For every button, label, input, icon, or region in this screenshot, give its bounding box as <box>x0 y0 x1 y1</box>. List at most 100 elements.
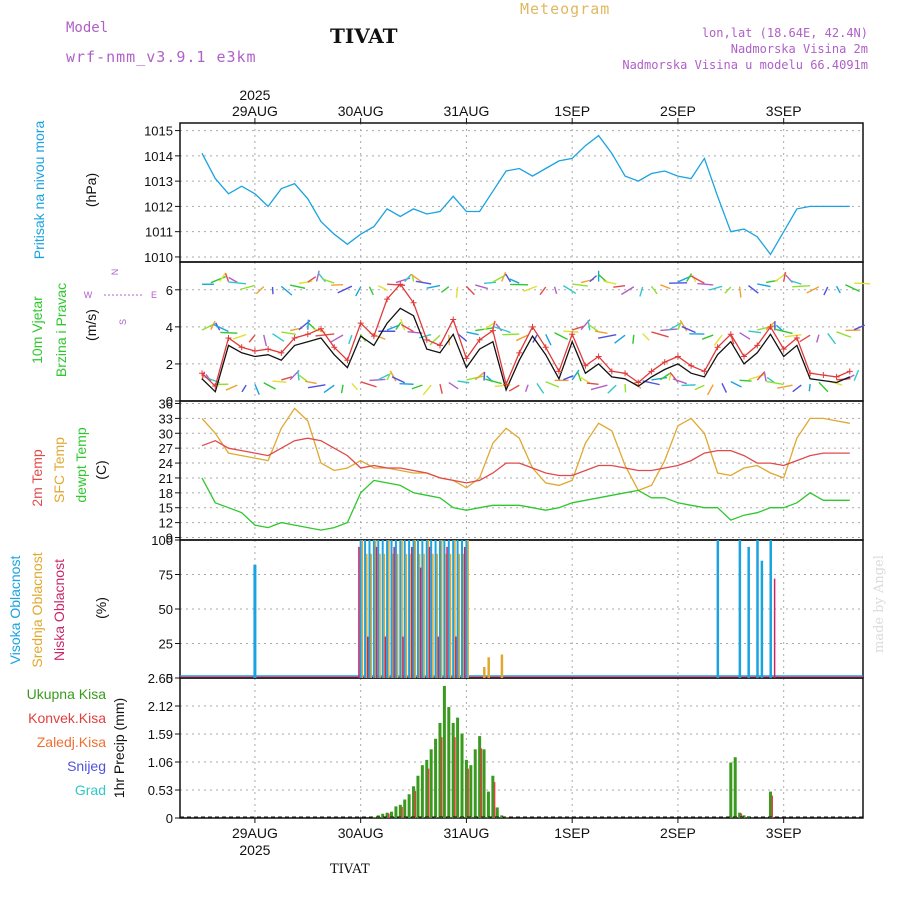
cloud-bar-mid <box>374 540 377 678</box>
wind-arrow <box>369 378 386 382</box>
cloud-bar-high <box>394 540 397 678</box>
cloud-bar-mid <box>405 553 408 678</box>
precip-bar-total <box>733 757 737 818</box>
wind-arrow <box>650 285 658 295</box>
gust-marker <box>529 323 536 330</box>
gust-marker <box>846 368 853 375</box>
wind-arrow <box>766 380 784 386</box>
wind-arrow <box>845 284 860 293</box>
precip-bar-conv <box>454 737 456 818</box>
wind-arrow <box>672 378 687 385</box>
gust-marker <box>542 344 549 351</box>
wind-arrow <box>835 285 841 294</box>
cloud-bar-low <box>375 546 378 678</box>
gust-marker <box>318 325 325 332</box>
precip-bar-total <box>385 812 389 818</box>
wind-arrow <box>351 382 359 391</box>
wind-arrow <box>792 285 811 288</box>
wind-arrow <box>400 323 414 333</box>
wind-arrow <box>307 384 326 389</box>
wind-arrow <box>475 284 489 290</box>
wind-arrow <box>545 381 560 388</box>
wind-arrow <box>307 319 310 330</box>
wind-arrow <box>763 372 767 382</box>
precip-bar-total <box>438 722 442 818</box>
compass-n: N <box>110 269 120 276</box>
cloud-bar-high <box>716 540 720 678</box>
wind-arrow <box>853 324 865 331</box>
wind-arrow <box>298 280 313 285</box>
wind-arrow <box>348 334 353 345</box>
wind-arrow <box>748 330 762 334</box>
cloud-bar-high <box>425 540 428 678</box>
gust-marker <box>489 327 496 334</box>
gust-marker <box>265 346 272 353</box>
gust-marker <box>516 349 523 356</box>
precip-bar-conv <box>440 737 443 818</box>
gust-marker <box>463 355 470 362</box>
cloud-bar-high <box>452 540 455 678</box>
wind-arrow <box>377 285 388 291</box>
wind-arrow <box>466 375 484 381</box>
ytick-label: 15 <box>159 501 173 516</box>
wind-arrow <box>448 382 459 390</box>
wind-arrow <box>439 383 443 394</box>
wind-arrow <box>455 286 459 298</box>
wind-arrow <box>721 382 728 393</box>
cloud-bar-high <box>386 540 389 678</box>
wind-arrow <box>281 331 297 335</box>
cloud-bar-mid <box>392 553 395 678</box>
ytick-label: 1.59 <box>148 727 173 742</box>
wind-arrow <box>774 328 793 335</box>
gust-marker <box>688 362 695 369</box>
wind-arrow <box>509 278 520 284</box>
precip-bar-conv <box>480 748 483 818</box>
wind-arrow <box>422 384 432 396</box>
wind-arrow <box>724 286 732 294</box>
wind-arrow <box>315 270 320 282</box>
gust-marker <box>304 331 311 338</box>
wind-arrow <box>659 372 671 381</box>
low-cloud-title: Niska Oblacnost <box>51 559 67 661</box>
precip-bar-conv <box>388 813 390 818</box>
gust-marker <box>357 320 364 327</box>
wind-arrow <box>305 380 317 385</box>
wind-arrow <box>508 384 520 392</box>
wind-arrow <box>426 284 441 289</box>
gust-marker <box>344 357 351 364</box>
gust-marker <box>661 359 668 366</box>
wind-arrow <box>562 285 577 295</box>
wind-arrow <box>677 322 682 331</box>
model-altitude-label: Nadmorska Visina u modelu 66.4091m <box>622 58 868 72</box>
cloud-bar-high <box>403 540 406 678</box>
precip-bar-total <box>381 813 385 818</box>
precip-legend-2: Zaledj.Kisa <box>37 734 106 750</box>
wind-arrow <box>474 371 486 381</box>
wind-arrow <box>440 286 450 293</box>
footer-station: TIVAT <box>330 862 370 877</box>
gust-marker <box>476 336 483 343</box>
wind-arrow <box>523 285 538 292</box>
cloud-bar <box>769 540 772 678</box>
precip-bar-total <box>469 765 473 818</box>
cloud-bar-mid <box>449 553 452 678</box>
day-label-bottom: 2SEP <box>660 825 696 841</box>
precip-bar-conv <box>401 806 403 818</box>
gust-marker <box>555 368 562 375</box>
wind-arrow <box>330 334 344 343</box>
cloud-bar-high <box>416 540 419 678</box>
ytick-label: 100 <box>151 533 173 548</box>
t2m-title: 2m Temp <box>29 449 45 507</box>
precip-bar-total <box>425 759 429 818</box>
gust-marker <box>450 316 457 323</box>
wind-arrow <box>337 285 353 294</box>
cloud-bar-mid <box>410 553 412 678</box>
cloud-bar-mid <box>361 540 364 678</box>
ytick-label: 1010 <box>144 250 173 265</box>
day-label-bottom: 3SEP <box>766 825 802 841</box>
wind-arrow <box>483 281 496 284</box>
ytick-label: 12 <box>159 516 173 531</box>
day-label-top: 3SEP <box>766 103 802 119</box>
cloud-bar-low <box>411 546 413 678</box>
wind-arrow <box>232 333 247 340</box>
